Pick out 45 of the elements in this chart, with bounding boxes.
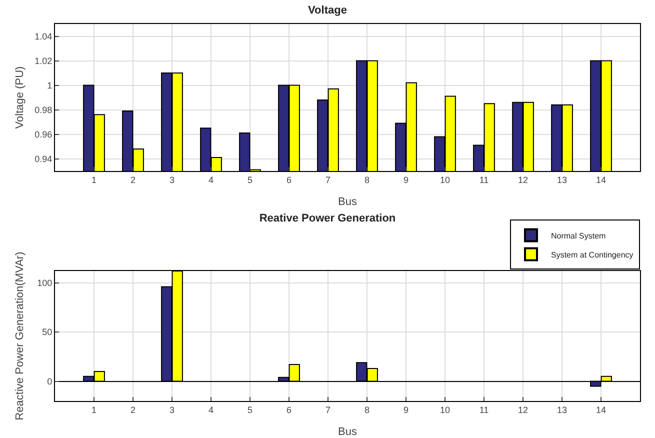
chart-title: Voltage [308,4,347,17]
y-tick-label: 0 [47,376,52,386]
x-tick-label: 7 [325,174,331,185]
y-axis-title: Reactive Power Generation(MVAr) [14,252,26,420]
x-tick-label: 5 [247,404,253,415]
x-tick-label: 13 [556,404,568,415]
x-tick-label: 14 [596,404,606,415]
x-tick-label: 2 [130,174,136,185]
x-tick-label: 11 [479,174,489,185]
y-tick-label: 1.04 [34,31,52,42]
y-tick-label: 0.94 [34,154,52,164]
chart-title: Reative Power Generation [259,212,396,225]
y-tick-label: 100 [37,278,52,288]
x-tick-label: 12 [518,174,528,185]
x-tick-label: 1 [91,174,97,185]
y-tick-label: 1 [47,80,52,90]
x-tick-label: 13 [556,174,568,185]
x-tick-label: 11 [479,404,489,415]
legend-label: Normal System [551,231,606,240]
x-tick-label: 12 [518,404,528,415]
y-tick-label: 0.96 [34,129,52,140]
x-tick-label: 3 [169,404,175,415]
x-tick-label: 6 [286,404,292,415]
x-tick-label: 1 [91,404,97,415]
x-axis-title: Bus [338,196,358,208]
x-tick-label: 9 [403,404,409,415]
x-tick-label: 4 [208,174,214,185]
y-axis-title: Voltage (PU) [14,66,26,129]
x-tick-label: 5 [247,174,253,185]
x-tick-label: 8 [364,404,370,415]
x-tick-label: 2 [130,404,136,415]
legend-label: System at Contingency [551,250,634,260]
x-tick-label: 14 [596,174,606,185]
x-tick-label: 10 [440,404,450,415]
x-tick-label: 3 [169,174,175,185]
x-tick-label: 4 [208,404,214,415]
x-axis-title: Bus [338,426,358,438]
x-tick-label: 9 [403,174,409,185]
x-tick-label: 10 [440,174,450,185]
y-tick-label: 0.98 [34,104,52,115]
x-tick-label: 7 [325,404,331,415]
y-tick-label: 50 [42,327,52,338]
x-tick-label: 8 [364,174,370,185]
y-tick-label: 1.02 [34,56,52,66]
x-tick-label: 6 [286,174,292,185]
